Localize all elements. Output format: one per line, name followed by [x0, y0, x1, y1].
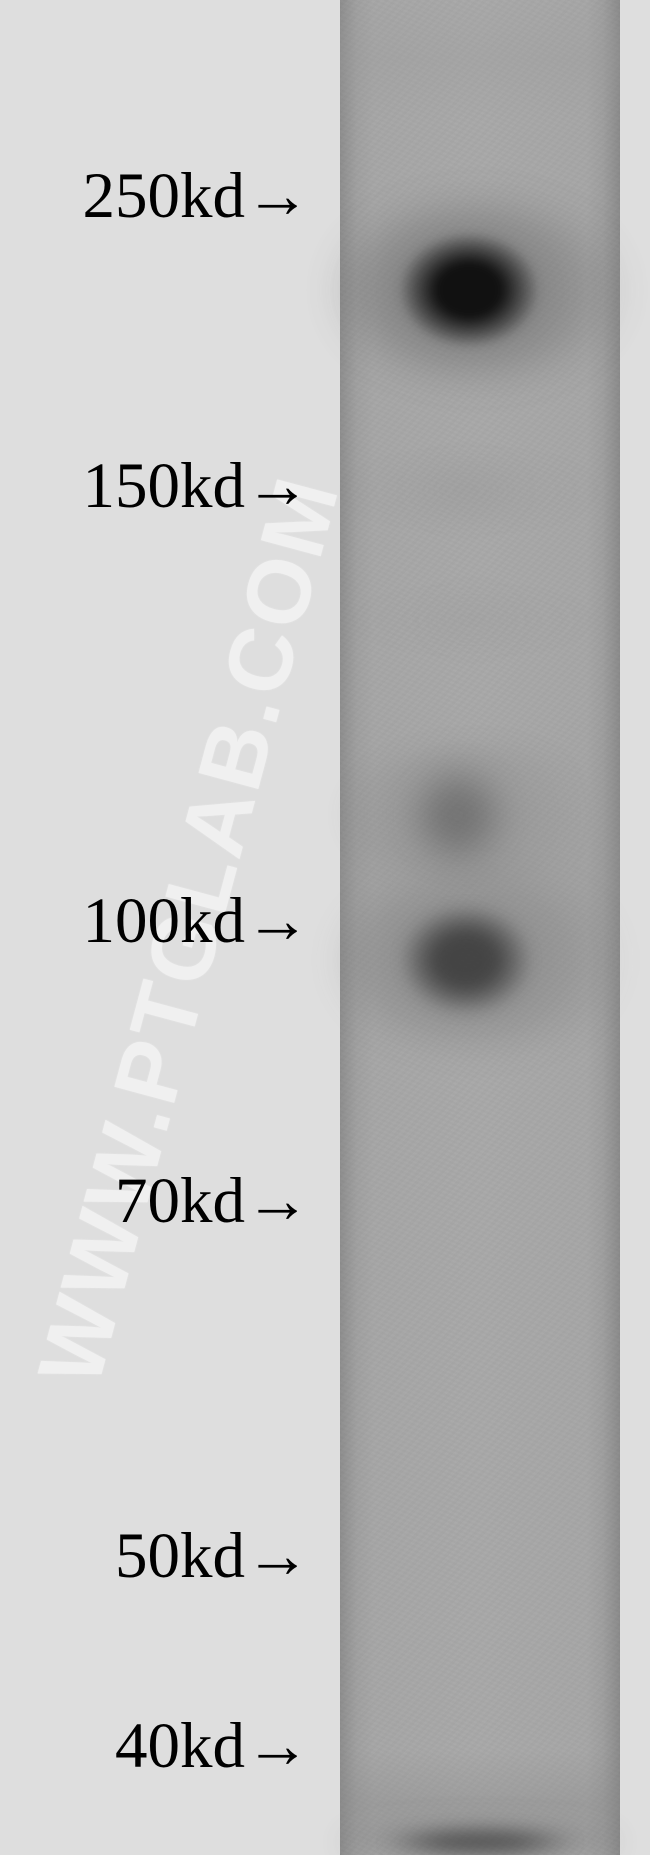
mw-marker: 150kd→: [0, 449, 310, 524]
mw-marker: 50kd→: [0, 1519, 310, 1594]
lane-shading: [340, 1750, 620, 1855]
blot-lane: [340, 0, 620, 1855]
mw-marker: 70kd→: [0, 1164, 310, 1239]
lane-shading: [340, 700, 620, 1050]
lane-shading: [340, 0, 620, 120]
mw-marker: 250kd→: [0, 159, 310, 234]
blot-canvas: WWW.PTGLAB.COM 250kd→150kd→100kd→70kd→50…: [0, 0, 650, 1855]
mw-marker: 40kd→: [0, 1709, 310, 1784]
mw-marker: 100kd→: [0, 884, 310, 959]
